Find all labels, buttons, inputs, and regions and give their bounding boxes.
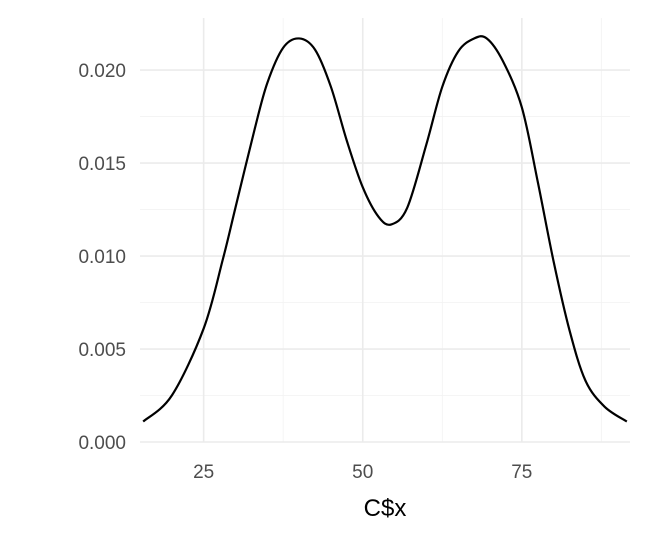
y-tick-label: 0.015 [78,154,126,175]
y-tick-label: 0.000 [78,433,126,454]
series-layer [142,35,628,423]
y-tick-label: 0.020 [78,61,126,82]
y-axis-tick-labels: 0.000 0.005 0.010 0.015 0.020 [78,61,126,454]
x-tick-label: 25 [193,462,214,483]
y-tick-label: 0.010 [78,247,126,268]
major-gridlines [140,18,630,443]
density-curve [142,35,628,423]
x-axis-title: C$x [364,495,407,522]
x-tick-label: 50 [352,462,373,483]
x-axis-tick-labels: 25 50 75 [193,462,532,483]
y-tick-label: 0.005 [78,340,126,361]
x-tick-label: 75 [511,462,532,483]
